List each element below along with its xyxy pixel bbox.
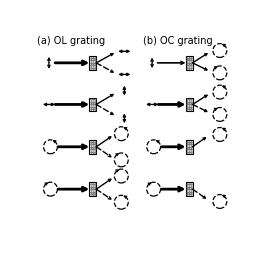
Bar	[89, 182, 96, 196]
Bar	[89, 97, 96, 111]
Bar	[89, 56, 96, 70]
Bar	[186, 97, 192, 111]
Bar	[186, 56, 192, 70]
Text: (b) OC grating: (b) OC grating	[143, 36, 213, 46]
Text: (a) OL grating: (a) OL grating	[37, 36, 105, 46]
Bar	[89, 140, 96, 154]
Bar	[186, 140, 192, 154]
Bar	[186, 182, 192, 196]
